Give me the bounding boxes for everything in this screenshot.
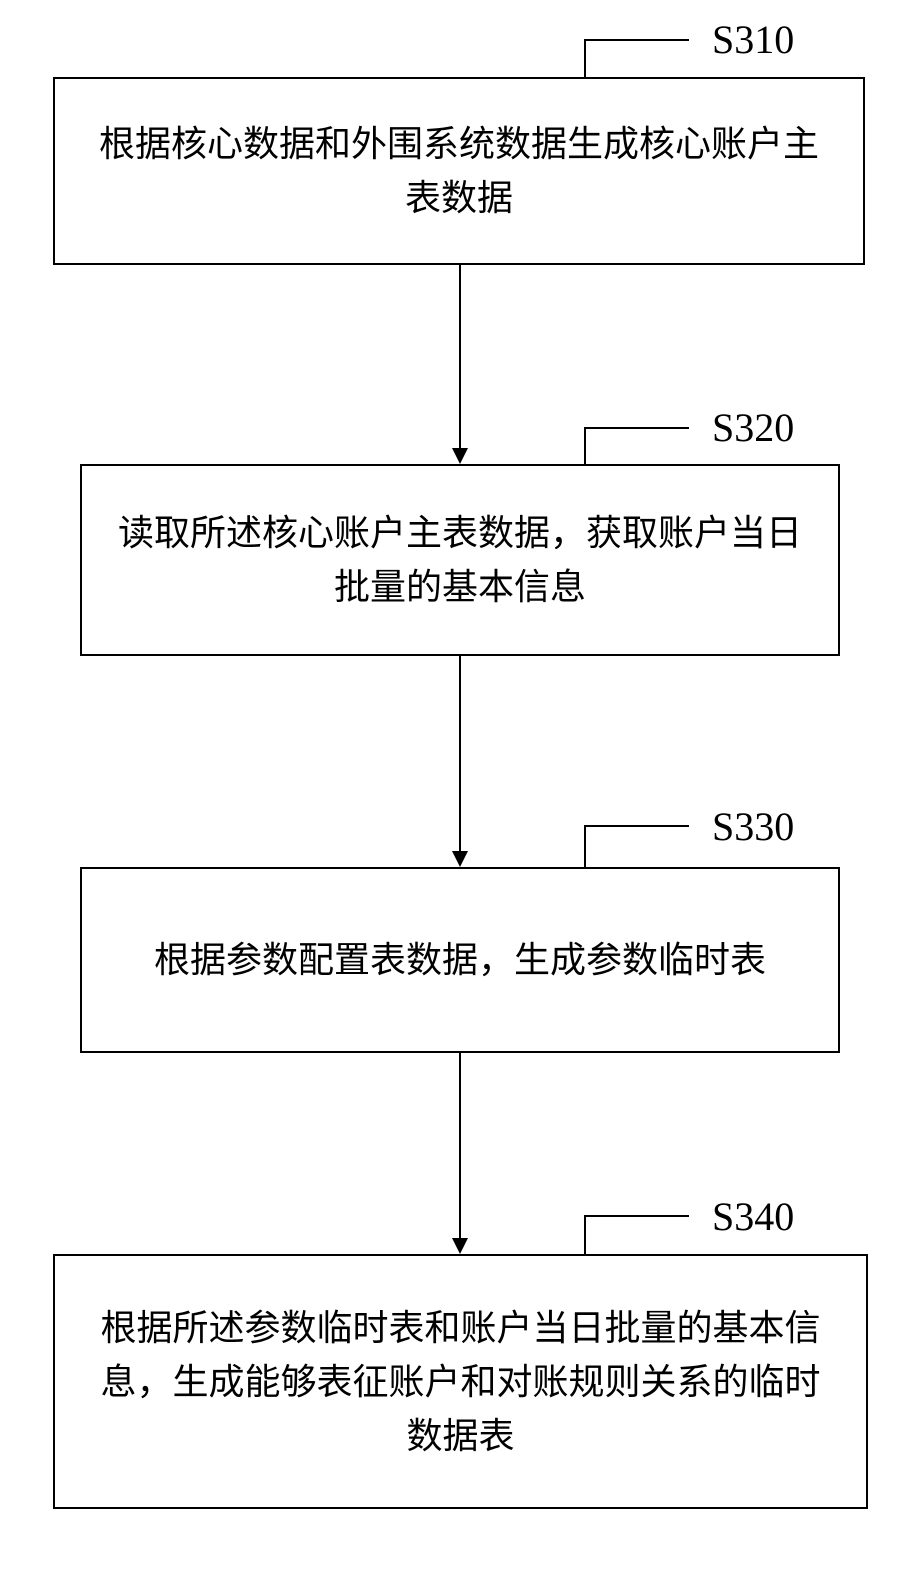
step-label-s340: S340 <box>712 1193 794 1240</box>
node-s340: 根据所述参数临时表和账户当日批量的基本信息，生成能够表征账户和对账规则关系的临时… <box>53 1254 868 1509</box>
flowchart-container: S310 根据核心数据和外围系统数据生成核心账户主表数据 S320 读取所述核心… <box>0 0 918 1587</box>
step-label-s330: S330 <box>712 803 794 850</box>
node-s330: 根据参数配置表数据，生成参数临时表 <box>80 867 840 1053</box>
node-s310: 根据核心数据和外围系统数据生成核心账户主表数据 <box>53 77 865 265</box>
node-text-s330: 根据参数配置表数据，生成参数临时表 <box>154 933 766 987</box>
node-text-s340: 根据所述参数临时表和账户当日批量的基本信息，生成能够表征账户和对账规则关系的临时… <box>85 1301 836 1463</box>
node-text-s320: 读取所述核心账户主表数据，获取账户当日批量的基本信息 <box>112 506 808 614</box>
step-label-s320: S320 <box>712 404 794 451</box>
step-label-s310: S310 <box>712 16 794 63</box>
node-text-s310: 根据核心数据和外围系统数据生成核心账户主表数据 <box>85 117 833 225</box>
node-s320: 读取所述核心账户主表数据，获取账户当日批量的基本信息 <box>80 464 840 656</box>
